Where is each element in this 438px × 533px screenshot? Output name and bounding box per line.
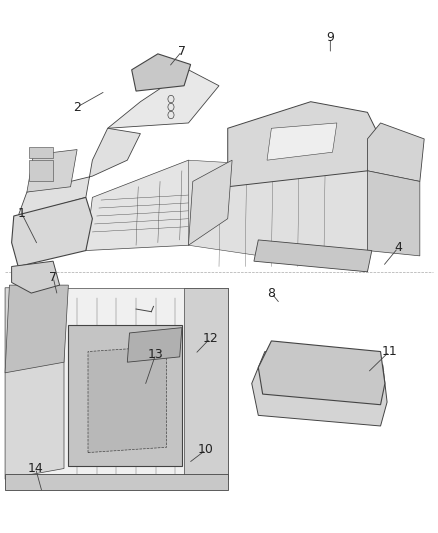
Text: 1: 1: [18, 207, 25, 220]
Text: 2: 2: [73, 101, 81, 114]
Text: 13: 13: [148, 348, 163, 361]
Polygon shape: [18, 128, 141, 216]
Polygon shape: [258, 341, 385, 405]
Polygon shape: [29, 147, 53, 158]
Text: 14: 14: [28, 462, 43, 475]
Text: 8: 8: [267, 287, 276, 300]
Polygon shape: [86, 160, 228, 251]
Text: 9: 9: [326, 31, 334, 44]
Text: 11: 11: [381, 345, 397, 358]
Polygon shape: [254, 240, 372, 272]
Polygon shape: [228, 102, 381, 187]
Polygon shape: [68, 325, 182, 466]
Text: 4: 4: [394, 241, 402, 254]
Text: 7: 7: [49, 271, 57, 284]
Text: 7: 7: [178, 45, 186, 58]
Polygon shape: [88, 346, 166, 453]
Polygon shape: [367, 123, 424, 181]
Polygon shape: [12, 261, 60, 293]
Polygon shape: [367, 171, 420, 256]
Polygon shape: [188, 160, 232, 245]
Polygon shape: [5, 288, 228, 479]
Polygon shape: [184, 288, 228, 479]
Polygon shape: [267, 123, 337, 160]
Polygon shape: [5, 474, 228, 490]
Polygon shape: [252, 352, 387, 426]
Polygon shape: [108, 70, 219, 128]
Polygon shape: [127, 328, 182, 362]
Polygon shape: [5, 285, 68, 373]
Text: 12: 12: [202, 332, 218, 345]
Polygon shape: [132, 54, 191, 91]
Polygon shape: [188, 160, 367, 272]
Polygon shape: [27, 150, 77, 192]
Polygon shape: [12, 197, 92, 266]
Polygon shape: [5, 288, 64, 479]
Polygon shape: [29, 160, 53, 181]
Text: 10: 10: [198, 443, 214, 456]
